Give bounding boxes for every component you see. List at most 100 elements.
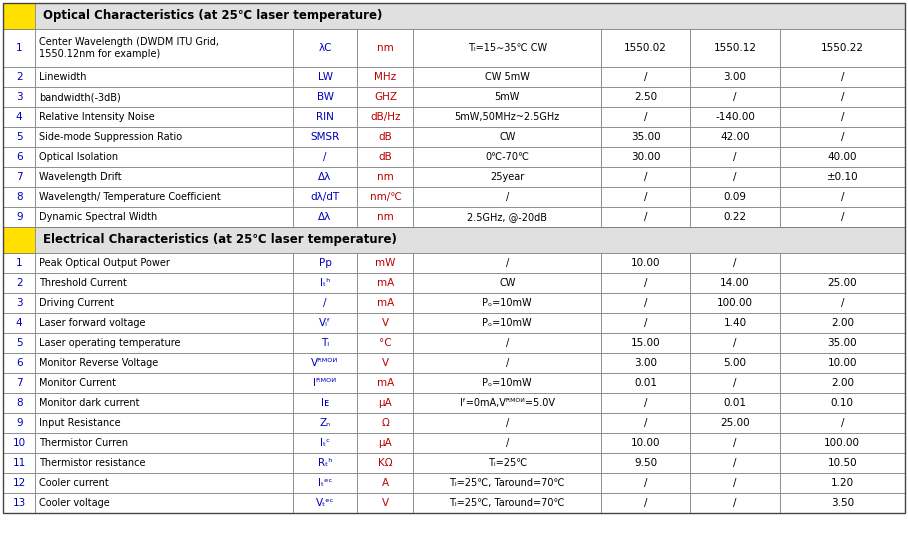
Bar [292,167,358,187]
Bar [35,273,292,293]
Bar [292,273,358,293]
Text: 10.00: 10.00 [631,438,660,448]
Text: 9: 9 [16,418,23,428]
Bar [292,207,358,227]
Bar [601,29,690,67]
Text: nm: nm [377,43,394,53]
Bar [3,353,35,373]
Text: /: / [734,258,736,268]
Text: /: / [506,338,508,348]
Text: 7: 7 [16,172,23,182]
Bar [292,147,358,167]
Bar [413,87,601,107]
Bar [358,167,413,187]
Text: 1550.12: 1550.12 [714,43,756,53]
Text: Driving Current: Driving Current [39,298,114,308]
Text: 10: 10 [13,438,25,448]
Bar [3,393,35,413]
Bar [690,187,780,207]
Bar [292,453,358,473]
Text: /: / [506,418,508,428]
Bar [413,313,601,333]
Text: 2.5GHz, @-20dB: 2.5GHz, @-20dB [468,212,548,222]
Bar [3,187,35,207]
Text: Δλ: Δλ [319,212,331,222]
Text: /: / [644,72,647,82]
Text: /: / [323,298,327,308]
Bar [3,107,35,127]
Bar [358,107,413,127]
Text: /: / [734,498,736,508]
Bar [780,107,905,127]
Text: Wavelength/ Temperature Coefficient: Wavelength/ Temperature Coefficient [39,192,222,202]
Text: 9.50: 9.50 [634,458,657,468]
Bar [780,393,905,413]
Bar [292,373,358,393]
Bar [601,253,690,273]
Bar [292,413,358,433]
Bar [413,413,601,433]
Text: GHZ: GHZ [374,92,397,102]
Text: Pₒ=10mW: Pₒ=10mW [482,378,532,388]
Bar [358,453,413,473]
Text: 3.00: 3.00 [724,72,746,82]
Text: Laser forward voltage: Laser forward voltage [39,318,146,328]
Bar [413,147,601,167]
Text: 15.00: 15.00 [631,338,660,348]
Bar [358,67,413,87]
Text: A: A [382,478,389,488]
Bar [292,393,358,413]
Bar [358,147,413,167]
Bar [35,433,292,453]
Text: MHz: MHz [374,72,397,82]
Text: Zₙ: Zₙ [320,418,331,428]
Text: μA: μA [379,398,392,408]
Bar [601,87,690,107]
Bar [3,67,35,87]
Bar [3,207,35,227]
Text: 5: 5 [16,338,23,348]
Bar [601,127,690,147]
Bar [690,453,780,473]
Text: /: / [506,358,508,368]
Text: 3: 3 [16,92,23,102]
Bar [3,253,35,273]
Bar [413,207,601,227]
Bar [358,187,413,207]
Bar [35,473,292,493]
Bar [601,353,690,373]
Text: /: / [841,72,844,82]
Bar [601,453,690,473]
Bar [780,353,905,373]
Text: ±0.10: ±0.10 [826,172,858,182]
Text: Vₗᶠ: Vₗᶠ [319,318,331,328]
Text: mA: mA [377,278,394,288]
Text: mW: mW [375,258,396,268]
Bar [292,313,358,333]
Text: 6: 6 [16,358,23,368]
Bar [690,167,780,187]
Text: 6: 6 [16,152,23,162]
Bar [358,493,413,513]
Text: Iₜʰ: Iₜʰ [320,278,331,288]
Bar [413,433,601,453]
Bar [780,313,905,333]
Bar [292,87,358,107]
Text: 1: 1 [16,43,23,53]
Text: 5mW: 5mW [495,92,520,102]
Bar [358,313,413,333]
Text: dλ/dT: dλ/dT [311,192,340,202]
Bar [690,207,780,227]
Bar [358,373,413,393]
Text: 25.00: 25.00 [720,418,750,428]
Text: °C: °C [380,338,391,348]
Text: 100.00: 100.00 [717,298,753,308]
Bar [780,273,905,293]
Bar [3,473,35,493]
Bar [292,187,358,207]
Bar [358,353,413,373]
Text: BW: BW [317,92,333,102]
Text: nm/℃: nm/℃ [370,192,401,202]
Bar [413,167,601,187]
Bar [413,107,601,127]
